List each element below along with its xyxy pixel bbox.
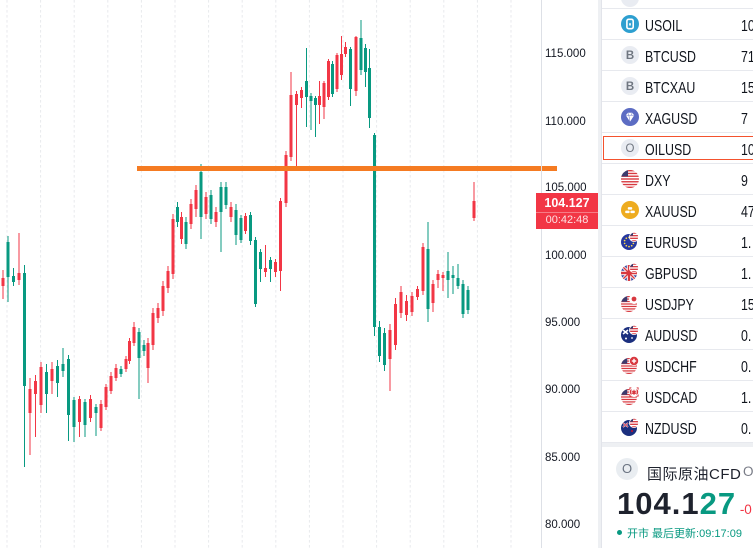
svg-text:B: B bbox=[626, 50, 634, 62]
svg-text:O: O bbox=[626, 143, 635, 155]
svg-text:B: B bbox=[626, 81, 634, 93]
